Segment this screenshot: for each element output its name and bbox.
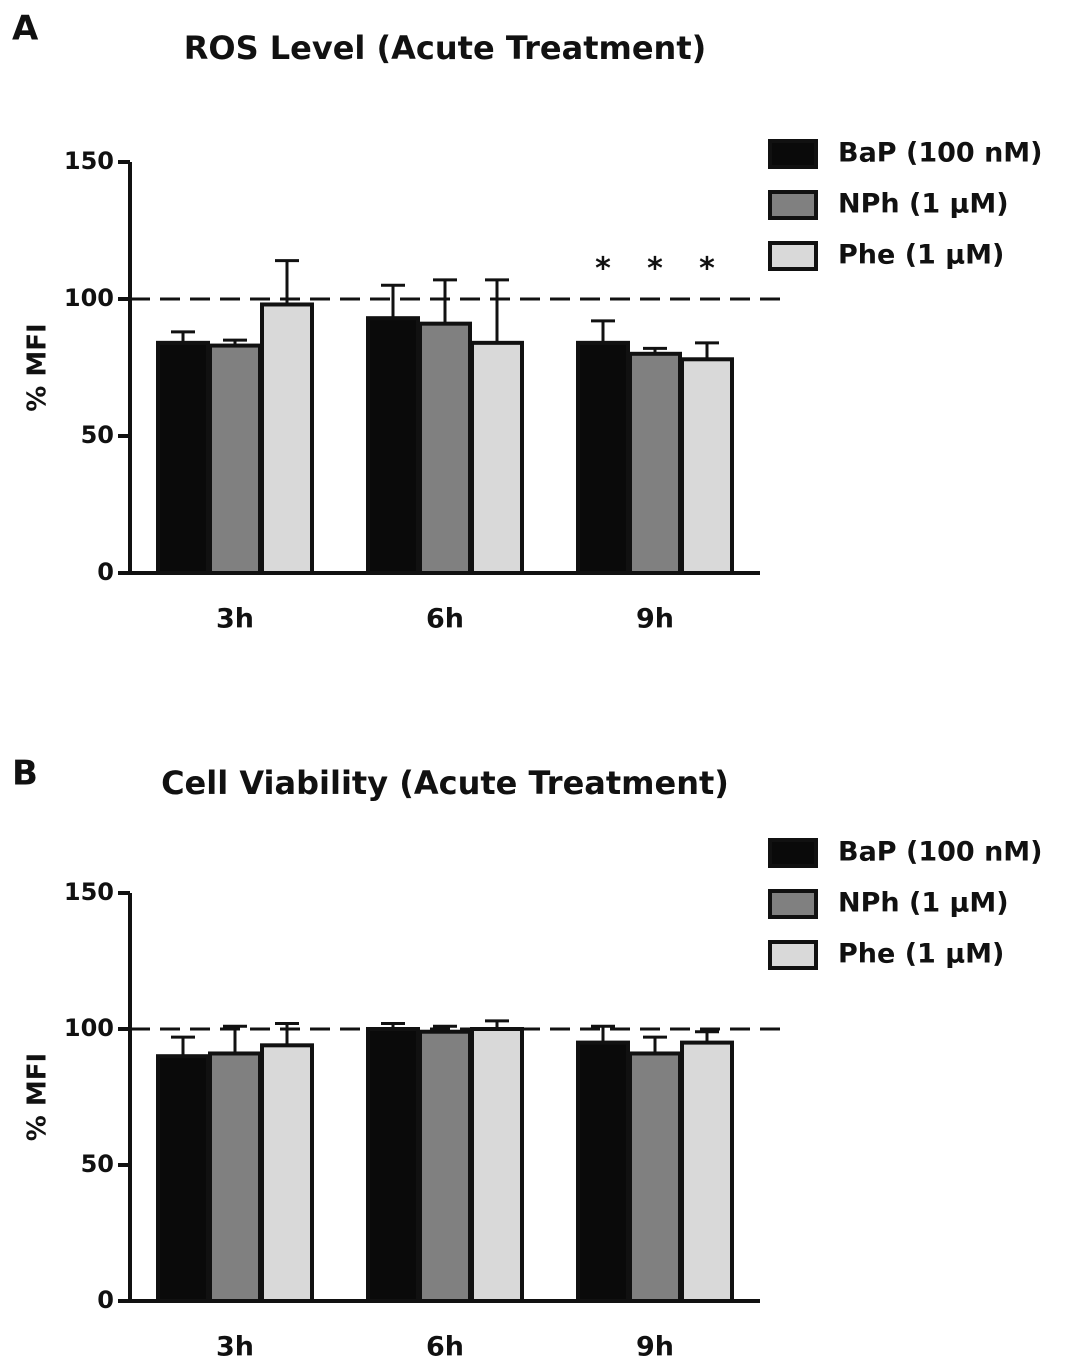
bar	[260, 302, 314, 575]
legend-swatch	[768, 241, 818, 271]
legend-swatch	[768, 940, 818, 970]
bar	[366, 316, 420, 575]
legend-swatch	[768, 139, 818, 169]
y-axis-label: % MFI	[23, 323, 53, 411]
y-tick-label: 100	[64, 284, 114, 312]
panel-label: A	[12, 9, 39, 49]
x-tick-label: 3h	[216, 1332, 254, 1361]
bar	[208, 343, 262, 575]
legend-label: BaP (100 nM)	[838, 138, 1043, 169]
y-tick-label: 150	[64, 147, 114, 175]
y-axis-label: % MFI	[23, 1053, 53, 1141]
y-tick-label: 100	[64, 1014, 114, 1042]
bar	[156, 340, 210, 575]
bar	[418, 321, 472, 575]
bar	[208, 1051, 262, 1303]
bar	[628, 351, 682, 575]
chart-title: Cell Viability (Acute Treatment)	[161, 764, 729, 802]
y-tick-label: 0	[97, 558, 114, 586]
y-tick-label: 50	[81, 1150, 114, 1178]
y-tick-label: 150	[64, 878, 114, 906]
bar	[628, 1051, 682, 1303]
chart-title: ROS Level (Acute Treatment)	[184, 29, 707, 67]
legend-label: Phe (1 μM)	[838, 240, 1004, 271]
legend-swatch	[768, 838, 818, 868]
significance-marker: *	[595, 252, 611, 287]
x-tick-label: 6h	[426, 604, 464, 635]
bar	[418, 1029, 472, 1303]
x-tick-label: 9h	[636, 604, 674, 635]
panel-label: B	[12, 754, 38, 794]
legend-label: NPh (1 μM)	[838, 888, 1009, 919]
x-tick-label: 9h	[636, 1332, 674, 1361]
y-tick-label: 50	[81, 421, 114, 449]
legend-label: NPh (1 μM)	[838, 189, 1009, 220]
x-tick-label: 6h	[426, 1332, 464, 1361]
legend-label: Phe (1 μM)	[838, 939, 1004, 970]
significance-marker: *	[647, 252, 663, 287]
y-tick-label: 0	[97, 1286, 114, 1314]
x-tick-label: 3h	[216, 604, 254, 635]
bar	[260, 1043, 314, 1303]
bar	[366, 1027, 420, 1303]
significance-marker: *	[699, 252, 715, 287]
bar	[576, 340, 630, 575]
bar	[680, 357, 734, 575]
legend-swatch	[768, 190, 818, 220]
bar	[576, 1040, 630, 1303]
bar	[470, 340, 524, 575]
bar	[156, 1054, 210, 1303]
legend-label: BaP (100 nM)	[838, 837, 1043, 868]
bar	[680, 1040, 734, 1303]
legend-swatch	[768, 889, 818, 919]
bar	[470, 1027, 524, 1303]
